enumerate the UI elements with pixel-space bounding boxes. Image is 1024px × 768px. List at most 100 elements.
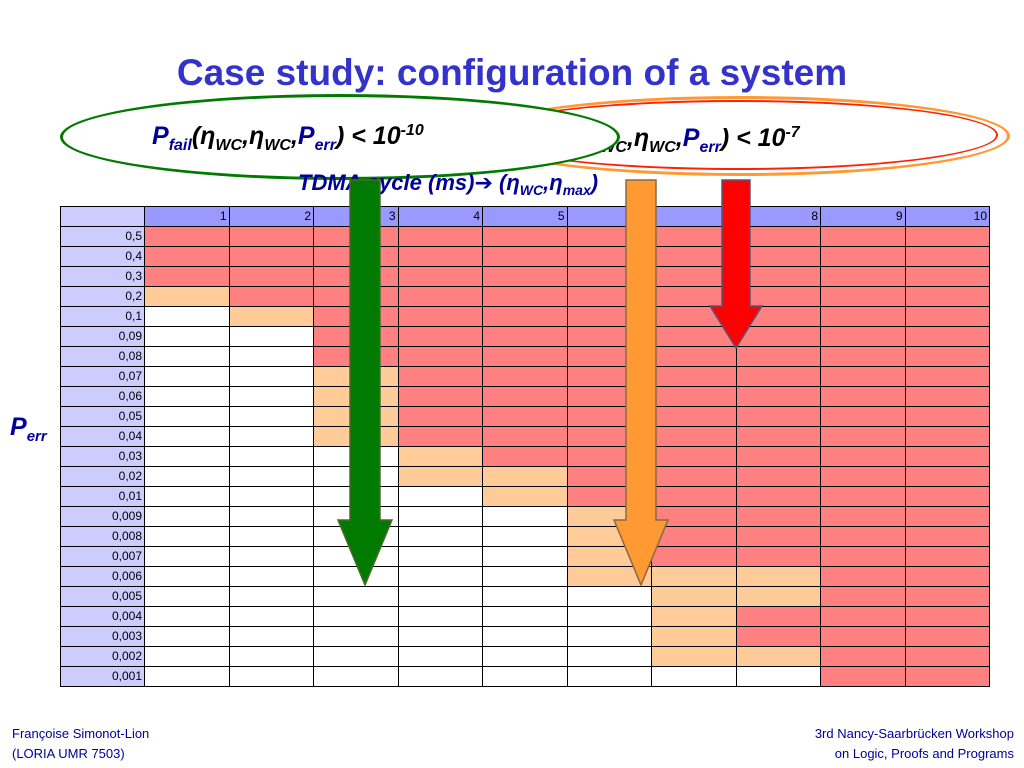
table-cell xyxy=(144,326,230,347)
row-label: 0,04 xyxy=(60,426,145,447)
table-cell xyxy=(397,606,483,627)
green-formula-comma1: , xyxy=(242,122,250,150)
table-cell xyxy=(397,346,483,367)
table-cell xyxy=(144,486,230,507)
table-cell xyxy=(651,266,737,287)
footer-right: 3rd Nancy-Saarbrücken Workshop on Logic,… xyxy=(815,724,1014,764)
table-cell xyxy=(904,326,990,347)
table-cell xyxy=(651,566,737,587)
table-cell xyxy=(144,646,230,667)
table-cell xyxy=(735,246,821,267)
table-cell xyxy=(735,486,821,507)
table-cell xyxy=(820,586,906,607)
orange-formula-sub-wc2: WC xyxy=(649,139,676,156)
table-cell xyxy=(904,406,990,427)
table-cell xyxy=(228,386,314,407)
table-cell xyxy=(904,666,990,687)
table-cell xyxy=(482,506,568,527)
orange-formula-p: P xyxy=(682,124,700,152)
table-cell xyxy=(904,426,990,447)
tdma-sub-wc: WC xyxy=(519,182,544,198)
table-cell xyxy=(482,406,568,427)
table-cell xyxy=(144,586,230,607)
table-row: 0,2 xyxy=(60,286,990,307)
table-cell xyxy=(144,546,230,567)
table-cell xyxy=(904,446,990,467)
table-cell xyxy=(651,486,737,507)
table-cell xyxy=(397,526,483,547)
table-cell xyxy=(820,266,906,287)
tdma-label: TDMA cycle (ms)➔ (ηWC,ηmax) xyxy=(298,170,598,198)
table-cell xyxy=(904,586,990,607)
row-label: 0,007 xyxy=(60,546,145,567)
table-row: 0,006 xyxy=(60,566,990,587)
table-cell xyxy=(144,286,230,307)
green-formula-perr: P xyxy=(297,122,315,150)
table-cell xyxy=(313,626,399,647)
table-cell xyxy=(651,506,737,527)
orange-down-arrow xyxy=(612,179,670,587)
table-cell xyxy=(144,666,230,687)
perr-sub: err xyxy=(26,428,47,445)
row-label: 0,05 xyxy=(60,406,145,427)
table-row: 0,1 xyxy=(60,306,990,327)
row-label: 0,003 xyxy=(60,626,145,647)
green-formula-sub-fail: fail xyxy=(168,137,192,154)
table-cell xyxy=(735,426,821,447)
table-cell xyxy=(566,646,652,667)
table-cell xyxy=(651,386,737,407)
table-cell xyxy=(735,626,821,647)
row-label: 0,009 xyxy=(60,506,145,527)
table-row: 0,09 xyxy=(60,326,990,347)
table-cell xyxy=(651,466,737,487)
green-formula-p: P xyxy=(152,122,169,150)
right-arrow-icon: ➔ xyxy=(474,170,493,195)
green-ellipse xyxy=(60,94,620,180)
tdma-text: TDMA cycle (ms) xyxy=(298,170,475,195)
table-cell xyxy=(144,306,230,327)
green-formula-sub-err: err xyxy=(314,137,336,154)
row-label: 0,01 xyxy=(60,486,145,507)
table-cell xyxy=(397,426,483,447)
tdma-sub-max: max xyxy=(562,182,591,198)
column-header: 8 xyxy=(735,206,821,227)
table-cell xyxy=(228,666,314,687)
table-cell xyxy=(735,286,821,307)
row-label: 0,07 xyxy=(60,366,145,387)
table-cell xyxy=(904,486,990,507)
table-cell xyxy=(228,346,314,367)
table-cell xyxy=(735,406,821,427)
table-cell xyxy=(820,506,906,527)
slide-title: Case study: configuration of a system xyxy=(176,52,848,93)
tdma-comma: , xyxy=(543,170,550,195)
table-cell xyxy=(144,386,230,407)
orange-formula-exp: -7 xyxy=(785,124,800,141)
table-row: 0,04 xyxy=(60,426,990,447)
column-header: 4 xyxy=(397,206,483,227)
red-down-arrow xyxy=(708,179,764,350)
row-label: 0,03 xyxy=(60,446,145,467)
row-label: 0,4 xyxy=(60,246,145,267)
table-cell xyxy=(228,466,314,487)
table-row: 0,005 xyxy=(60,586,990,607)
green-formula-comma2: , xyxy=(290,122,298,150)
table-cell xyxy=(651,346,737,367)
table-cell xyxy=(651,446,737,467)
table-cell xyxy=(904,226,990,247)
green-formula: Pfail(ηWC,ηWC,Perr) < 10-10 xyxy=(152,122,424,155)
table-cell xyxy=(397,646,483,667)
table-cell xyxy=(228,426,314,447)
row-label: 0,08 xyxy=(60,346,145,367)
tdma-close: ) xyxy=(590,170,599,195)
table-row: 0,001 xyxy=(60,666,990,687)
table-cell xyxy=(904,306,990,327)
table-cell xyxy=(735,366,821,387)
table-cell xyxy=(735,266,821,287)
footer-author: Françoise Simonot-Lion xyxy=(12,726,150,741)
orange-formula-close: ) < 10 xyxy=(720,124,786,152)
green-formula-sub-wc2: WC xyxy=(264,137,291,154)
table-cell xyxy=(651,666,737,687)
table-cell xyxy=(144,406,230,427)
table-row: 0,08 xyxy=(60,346,990,367)
